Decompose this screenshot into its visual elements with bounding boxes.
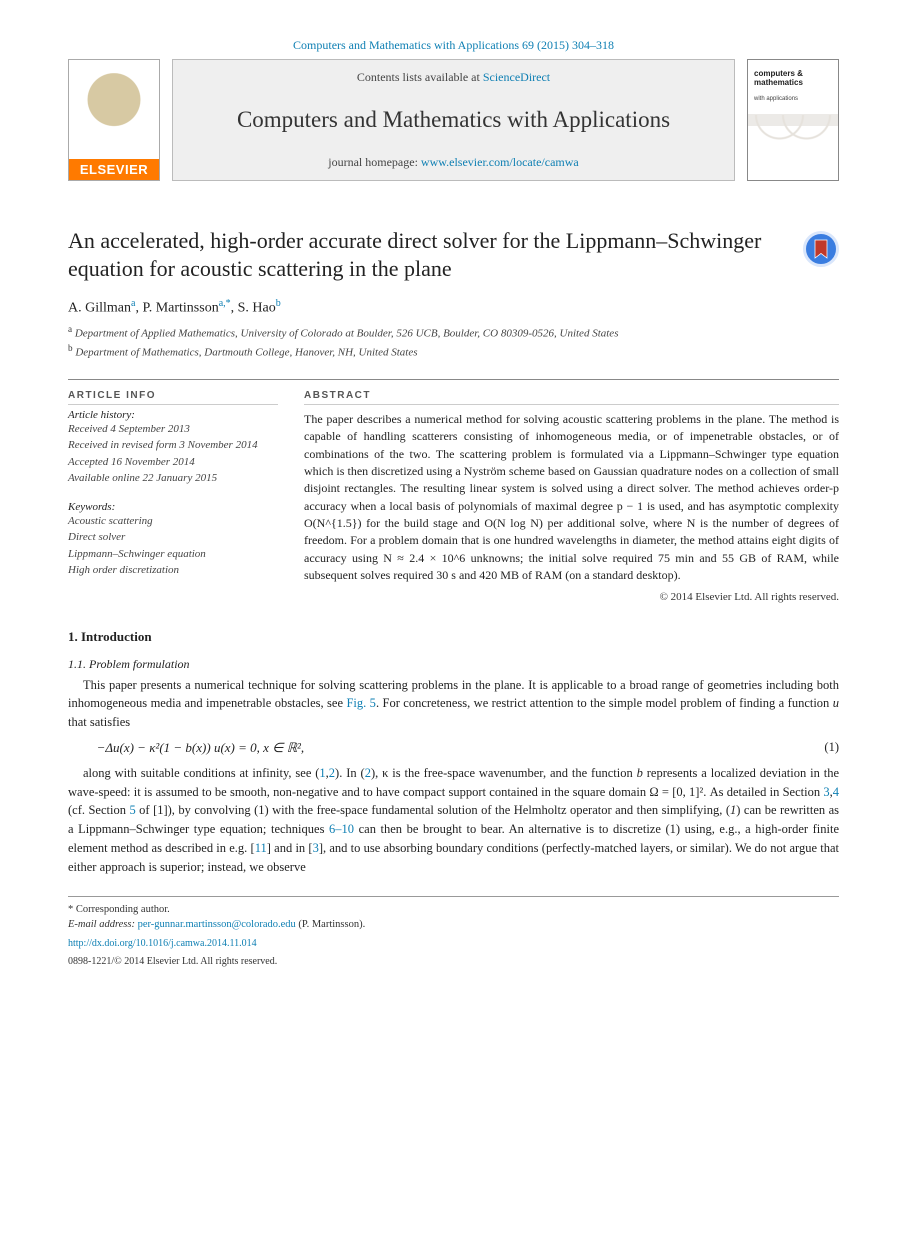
section-1-heading: 1. Introduction (68, 629, 839, 645)
abstract-text: The paper describes a numerical method f… (304, 411, 839, 585)
corresponding-author: * Corresponding author. (68, 903, 839, 918)
crossmark-button[interactable] (803, 231, 839, 267)
subsection-1-1-title: Problem formulation (89, 657, 190, 671)
footnotes: * Corresponding author. E-mail address: … (68, 896, 839, 968)
doi-line: http://dx.doi.org/10.1016/j.camwa.2014.1… (68, 937, 839, 951)
keyword-1: Direct solver (68, 529, 278, 546)
article-info-heading: ARTICLE INFO (68, 390, 278, 405)
keyword-3: High order discretization (68, 562, 278, 579)
email-who: (P. Martinsson). (298, 919, 365, 930)
running-head-link[interactable]: Computers and Mathematics with Applicati… (293, 38, 614, 52)
elsevier-tree-icon (69, 60, 159, 159)
abstract-copyright: © 2014 Elsevier Ltd. All rights reserved… (304, 591, 839, 603)
history-2: Accepted 16 November 2014 (68, 454, 278, 471)
running-head: Computers and Mathematics with Applicati… (68, 38, 839, 53)
affiliation-b: b Department of Mathematics, Dartmouth C… (68, 342, 839, 361)
elsevier-wordmark: ELSEVIER (69, 159, 159, 180)
contents-available: Contents lists available at ScienceDirec… (357, 70, 550, 85)
cover-subtitle: with applications (754, 96, 832, 102)
cover-art (748, 115, 838, 180)
history-0: Received 4 September 2013 (68, 421, 278, 438)
abstract-heading: ABSTRACT (304, 390, 839, 405)
issn-line: 0898-1221/© 2014 Elsevier Ltd. All right… (68, 955, 839, 969)
section-1-title: Introduction (81, 629, 152, 644)
history-1: Received in revised form 3 November 2014 (68, 437, 278, 454)
keyword-0: Acoustic scattering (68, 513, 278, 530)
keyword-2: Lippmann–Schwinger equation (68, 546, 278, 563)
history-3: Available online 22 January 2015 (68, 470, 278, 487)
homepage-link[interactable]: www.elsevier.com/locate/camwa (421, 155, 579, 169)
affil-a-text: Department of Applied Mathematics, Unive… (75, 327, 619, 339)
history-label: Article history: (68, 409, 278, 421)
masthead-center: Contents lists available at ScienceDirec… (172, 59, 735, 181)
journal-name: Computers and Mathematics with Applicati… (237, 107, 670, 133)
email-label: E-mail address: (68, 919, 135, 930)
equation-1-number: (1) (799, 740, 839, 755)
email-line: E-mail address: per-gunnar.martinsson@co… (68, 918, 839, 933)
subsection-1-1-heading: 1.1. Problem formulation (68, 657, 839, 672)
abstract-col: ABSTRACT The paper describes a numerical… (304, 390, 839, 603)
article-info: ARTICLE INFO Article history: Received 4… (68, 390, 278, 603)
masthead: ELSEVIER Contents lists available at Sci… (68, 59, 839, 181)
subsection-1-1-num: 1.1. (68, 657, 86, 671)
bookmark-icon (812, 238, 830, 260)
journal-homepage: journal homepage: www.elsevier.com/locat… (328, 155, 578, 170)
authors: A. Gillmana, P. Martinssona,*, S. Haob (68, 298, 839, 317)
affil-b-mark: b (68, 343, 73, 353)
intro-para-2: along with suitable conditions at infini… (68, 764, 839, 877)
journal-cover: computers & mathematics with application… (747, 59, 839, 181)
homepage-prefix: journal homepage: (328, 155, 421, 169)
affil-a-mark: a (68, 324, 72, 334)
elsevier-logo: ELSEVIER (68, 59, 160, 181)
contents-prefix: Contents lists available at (357, 70, 483, 84)
affil-b-text: Department of Mathematics, Dartmouth Col… (75, 346, 417, 358)
affiliation-a: a Department of Applied Mathematics, Uni… (68, 323, 839, 342)
cover-title: computers & mathematics (754, 70, 832, 88)
keywords-label: Keywords: (68, 501, 278, 513)
section-1-num: 1. (68, 629, 78, 644)
email-link[interactable]: per-gunnar.martinsson@colorado.edu (138, 919, 296, 930)
intro-para-1: This paper presents a numerical techniqu… (68, 676, 839, 732)
sciencedirect-link[interactable]: ScienceDirect (483, 70, 550, 84)
equation-1: −Δu(x) − κ²(1 − b(x)) u(x) = 0, x ∈ ℝ², (97, 740, 799, 756)
paper-title: An accelerated, high-order accurate dire… (68, 227, 791, 282)
doi-link[interactable]: http://dx.doi.org/10.1016/j.camwa.2014.1… (68, 938, 257, 949)
